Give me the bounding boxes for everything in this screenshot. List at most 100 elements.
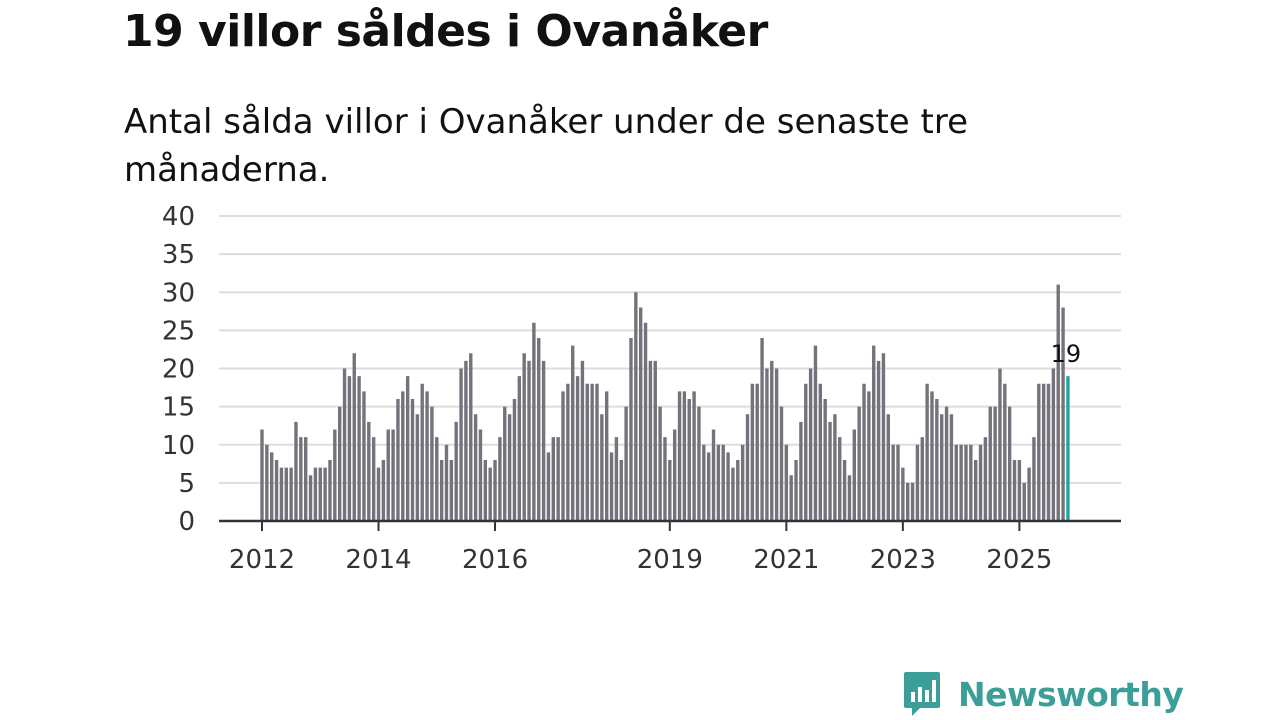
y-tick-label: 25: [162, 316, 195, 346]
bar: [279, 467, 284, 521]
bar: [571, 345, 575, 521]
bar: [318, 467, 322, 521]
bar: [697, 406, 701, 521]
bar: [813, 345, 818, 521]
bar: [954, 444, 958, 521]
bar: [658, 406, 662, 521]
bars: [260, 284, 1070, 521]
bar: [430, 406, 434, 521]
x-tick-label: 2012: [229, 545, 295, 575]
bar: [906, 482, 910, 521]
bar: [915, 444, 920, 521]
bar: [294, 421, 298, 521]
y-tick-label: 15: [162, 393, 195, 423]
bar: [721, 444, 725, 521]
bar: [556, 437, 560, 521]
bar: [745, 414, 750, 521]
y-tick-label: 35: [162, 240, 195, 270]
bar: [303, 437, 308, 521]
brand-name: Newsworthy: [958, 674, 1184, 714]
bar: [498, 437, 502, 521]
bar: [260, 429, 264, 521]
bar: [668, 460, 672, 521]
bar: [706, 452, 711, 521]
bar: [828, 421, 832, 521]
axes: [219, 519, 1121, 531]
bar: [731, 467, 735, 521]
bar: [546, 452, 551, 521]
bar: [692, 391, 696, 521]
bar: [857, 406, 861, 521]
bar: [527, 360, 531, 521]
bar: [1051, 368, 1056, 521]
bar: [794, 460, 798, 521]
bar: [585, 383, 589, 521]
bar: [765, 368, 769, 521]
bar: [517, 376, 522, 521]
bar: [561, 391, 565, 521]
y-tick-label: 5: [178, 469, 195, 499]
bar: [362, 391, 366, 521]
bar: [634, 292, 638, 521]
bar: [537, 338, 541, 521]
y-tick-label: 0: [178, 507, 195, 537]
bar: [551, 437, 555, 521]
bar: [847, 475, 852, 521]
bar: [600, 414, 604, 521]
bar: [284, 467, 288, 521]
bar: [1032, 437, 1036, 521]
bar: [425, 391, 429, 521]
bar: [507, 414, 512, 521]
bar: [575, 376, 580, 521]
bar: [401, 391, 405, 521]
chart-subtitle: Antal sålda villor i Ovanåker under de s…: [124, 102, 968, 190]
bar: [862, 383, 866, 521]
bar: [483, 460, 488, 521]
bar: [789, 475, 793, 521]
y-tick-label: 20: [162, 355, 195, 385]
bar: [595, 383, 599, 521]
x-tick-label: 2023: [870, 545, 936, 575]
x-tick-label: 2019: [637, 545, 703, 575]
bar: [522, 353, 526, 521]
bar: [891, 444, 895, 521]
bar: [299, 437, 303, 521]
bar: [736, 460, 740, 521]
bar: [930, 391, 934, 521]
bar: [566, 383, 570, 521]
bar: [512, 399, 517, 521]
bar: [876, 360, 881, 521]
bar: [415, 414, 420, 521]
bar: [672, 429, 677, 521]
bar: [784, 444, 789, 521]
y-tick-label: 30: [162, 278, 195, 308]
bar: [726, 452, 730, 521]
bar: [420, 383, 424, 521]
bar: [852, 429, 857, 521]
bar: [469, 353, 473, 521]
bar: [920, 437, 924, 521]
bar: [833, 414, 837, 521]
newsworthy-logo: Newsworthy: [902, 670, 1184, 718]
bar: [503, 406, 507, 521]
bar: [1061, 307, 1065, 521]
bar-chart-logo-icon: [904, 672, 940, 716]
bar: [396, 399, 400, 521]
bar: [750, 383, 755, 521]
bar: [663, 437, 667, 521]
bar: [376, 467, 381, 521]
bar: [804, 383, 808, 521]
bar: [760, 338, 764, 521]
bar: [541, 360, 546, 521]
x-tick-label: 2025: [986, 545, 1052, 575]
bar: [371, 437, 376, 521]
bar: [313, 467, 318, 521]
x-tick-label: 2014: [345, 545, 411, 575]
bar: [770, 360, 774, 521]
x-tick-label: 2016: [462, 545, 528, 575]
bar: [289, 467, 293, 521]
bar: [940, 414, 944, 521]
bar: [896, 444, 900, 521]
bar: [711, 429, 716, 521]
